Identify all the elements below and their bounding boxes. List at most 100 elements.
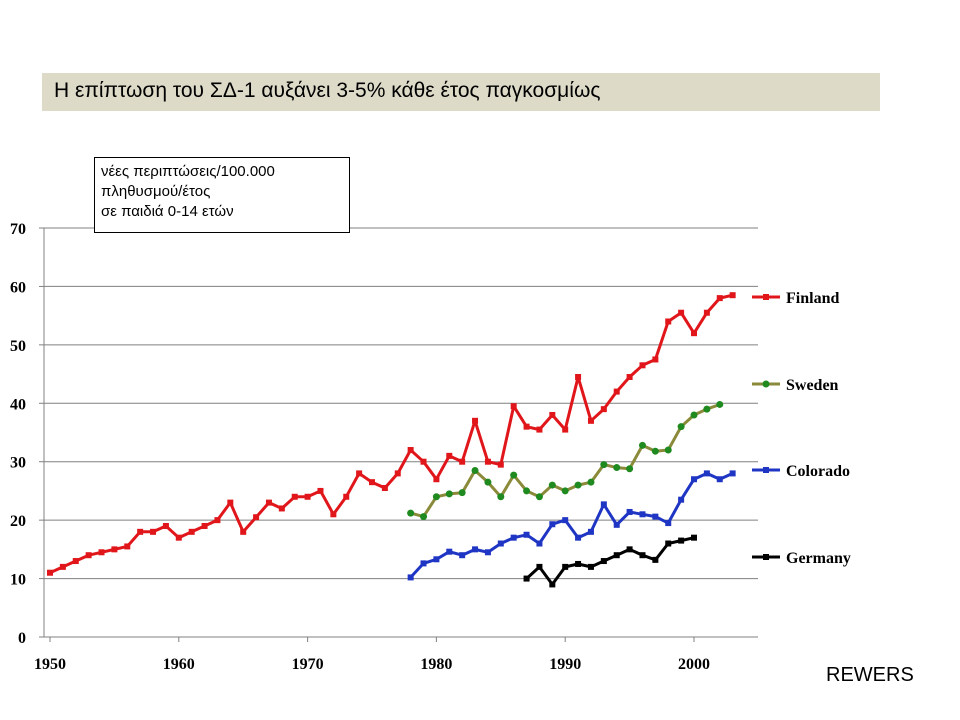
data-point-finland xyxy=(678,309,685,316)
data-point-colorado xyxy=(729,470,736,477)
gridlines xyxy=(44,227,758,580)
data-point-finland xyxy=(162,522,169,529)
data-point-sweden xyxy=(535,493,543,501)
data-point-finland xyxy=(703,309,710,316)
data-point-finland xyxy=(716,295,723,302)
data-point-germany xyxy=(678,537,685,544)
data-point-finland xyxy=(446,452,453,459)
data-point-sweden xyxy=(458,489,466,497)
data-point-germany xyxy=(691,534,697,541)
data-point-sweden xyxy=(703,405,711,413)
data-point-colorado xyxy=(484,549,491,556)
data-point-finland xyxy=(433,476,440,483)
legend-label-finland: Finland xyxy=(786,290,839,307)
data-point-finland xyxy=(304,493,311,500)
data-point-sweden xyxy=(626,465,634,473)
data-point-finland xyxy=(665,318,672,325)
data-point-colorado xyxy=(510,534,517,541)
data-point-sweden xyxy=(716,400,724,408)
data-point-finland xyxy=(330,511,337,518)
data-point-finland xyxy=(472,417,479,424)
data-point-sweden xyxy=(638,441,646,449)
legend-marker-finland xyxy=(763,294,769,300)
data-point-finland xyxy=(510,403,517,410)
data-point-colorado xyxy=(433,556,440,563)
data-point-finland xyxy=(613,388,620,395)
legend: Finland Sweden Colorado Germany xyxy=(752,290,851,567)
y-unit-note: νέες περιπτώσεις/100.000 πληθυσμού/έτος … xyxy=(94,157,350,233)
data-point-finland xyxy=(652,356,659,363)
data-point-finland xyxy=(497,461,504,468)
data-point-sweden xyxy=(420,513,428,521)
x-tick-label: 1990 xyxy=(549,656,581,673)
data-point-finland xyxy=(536,426,543,433)
legend-marker-germany xyxy=(763,554,769,560)
data-point-colorado xyxy=(562,517,569,524)
data-point-finland xyxy=(420,458,427,465)
data-point-colorado xyxy=(497,540,504,547)
data-point-colorado xyxy=(536,540,543,547)
y-tick-label: 50 xyxy=(10,338,26,355)
data-point-finland xyxy=(124,543,131,550)
data-point-sweden xyxy=(548,481,556,489)
data-point-sweden xyxy=(664,446,672,454)
data-point-finland xyxy=(188,528,195,535)
data-point-finland xyxy=(587,417,594,424)
data-point-sweden xyxy=(690,411,698,419)
data-point-finland xyxy=(549,411,556,418)
source-credit: REWERS xyxy=(826,664,914,686)
data-point-germany xyxy=(549,581,556,588)
data-point-finland xyxy=(343,493,350,500)
axes xyxy=(39,227,758,642)
data-point-sweden xyxy=(574,481,582,489)
data-point-finland xyxy=(137,528,144,535)
data-point-sweden xyxy=(510,471,518,479)
data-point-sweden xyxy=(471,466,479,474)
data-point-germany xyxy=(639,552,646,559)
data-point-colorado xyxy=(459,552,466,559)
data-point-finland xyxy=(278,505,285,512)
x-tick-label: 2000 xyxy=(678,656,710,673)
data-point-colorado xyxy=(549,521,556,528)
data-point-finland xyxy=(98,549,105,556)
data-point-finland xyxy=(575,373,582,380)
data-point-germany xyxy=(665,540,672,547)
data-point-finland xyxy=(214,517,221,524)
data-point-finland xyxy=(85,552,92,559)
data-point-colorado xyxy=(420,560,427,567)
data-point-sweden xyxy=(484,478,492,486)
legend-marker-sweden xyxy=(762,380,770,388)
legend-label-germany: Germany xyxy=(786,550,851,567)
data-point-finland xyxy=(523,423,530,430)
slide-title: Η επίπτωση του ΣΔ-1 αυξάνει 3-5% κάθε έτ… xyxy=(54,79,601,102)
note-line-3: σε παιδιά 0-14 ετών xyxy=(101,203,234,220)
data-point-germany xyxy=(562,563,569,570)
y-tick-label: 60 xyxy=(10,279,26,296)
y-tick-label: 20 xyxy=(10,513,26,530)
data-point-colorado xyxy=(652,513,659,520)
data-point-finland xyxy=(227,499,234,506)
data-point-finland xyxy=(201,522,208,529)
data-point-finland xyxy=(175,534,182,541)
data-point-colorado xyxy=(587,528,594,535)
data-point-colorado xyxy=(703,470,710,477)
note-line-1: νέες περιπτώσεις/100.000 xyxy=(101,163,275,180)
data-point-germany xyxy=(587,563,594,570)
data-point-colorado xyxy=(600,501,607,508)
data-point-finland xyxy=(729,292,736,299)
data-point-finland xyxy=(240,528,247,535)
data-point-colorado xyxy=(523,531,530,538)
data-point-finland xyxy=(111,546,118,553)
x-tick-label: 1950 xyxy=(34,656,66,673)
data-point-colorado xyxy=(407,574,414,581)
tick-labels: 0 10 20 30 40 50 60 70 1950 1960 1970 1980 1990 2000 xyxy=(10,221,710,673)
data-point-germany xyxy=(575,560,582,567)
y-tick-label: 10 xyxy=(10,572,26,589)
legend-label-colorado: Colorado xyxy=(786,463,850,480)
data-point-sweden xyxy=(432,493,440,501)
data-point-sweden xyxy=(677,423,685,431)
y-tick-label: 70 xyxy=(10,221,26,238)
data-point-finland xyxy=(626,373,633,380)
data-point-colorado xyxy=(575,534,582,541)
